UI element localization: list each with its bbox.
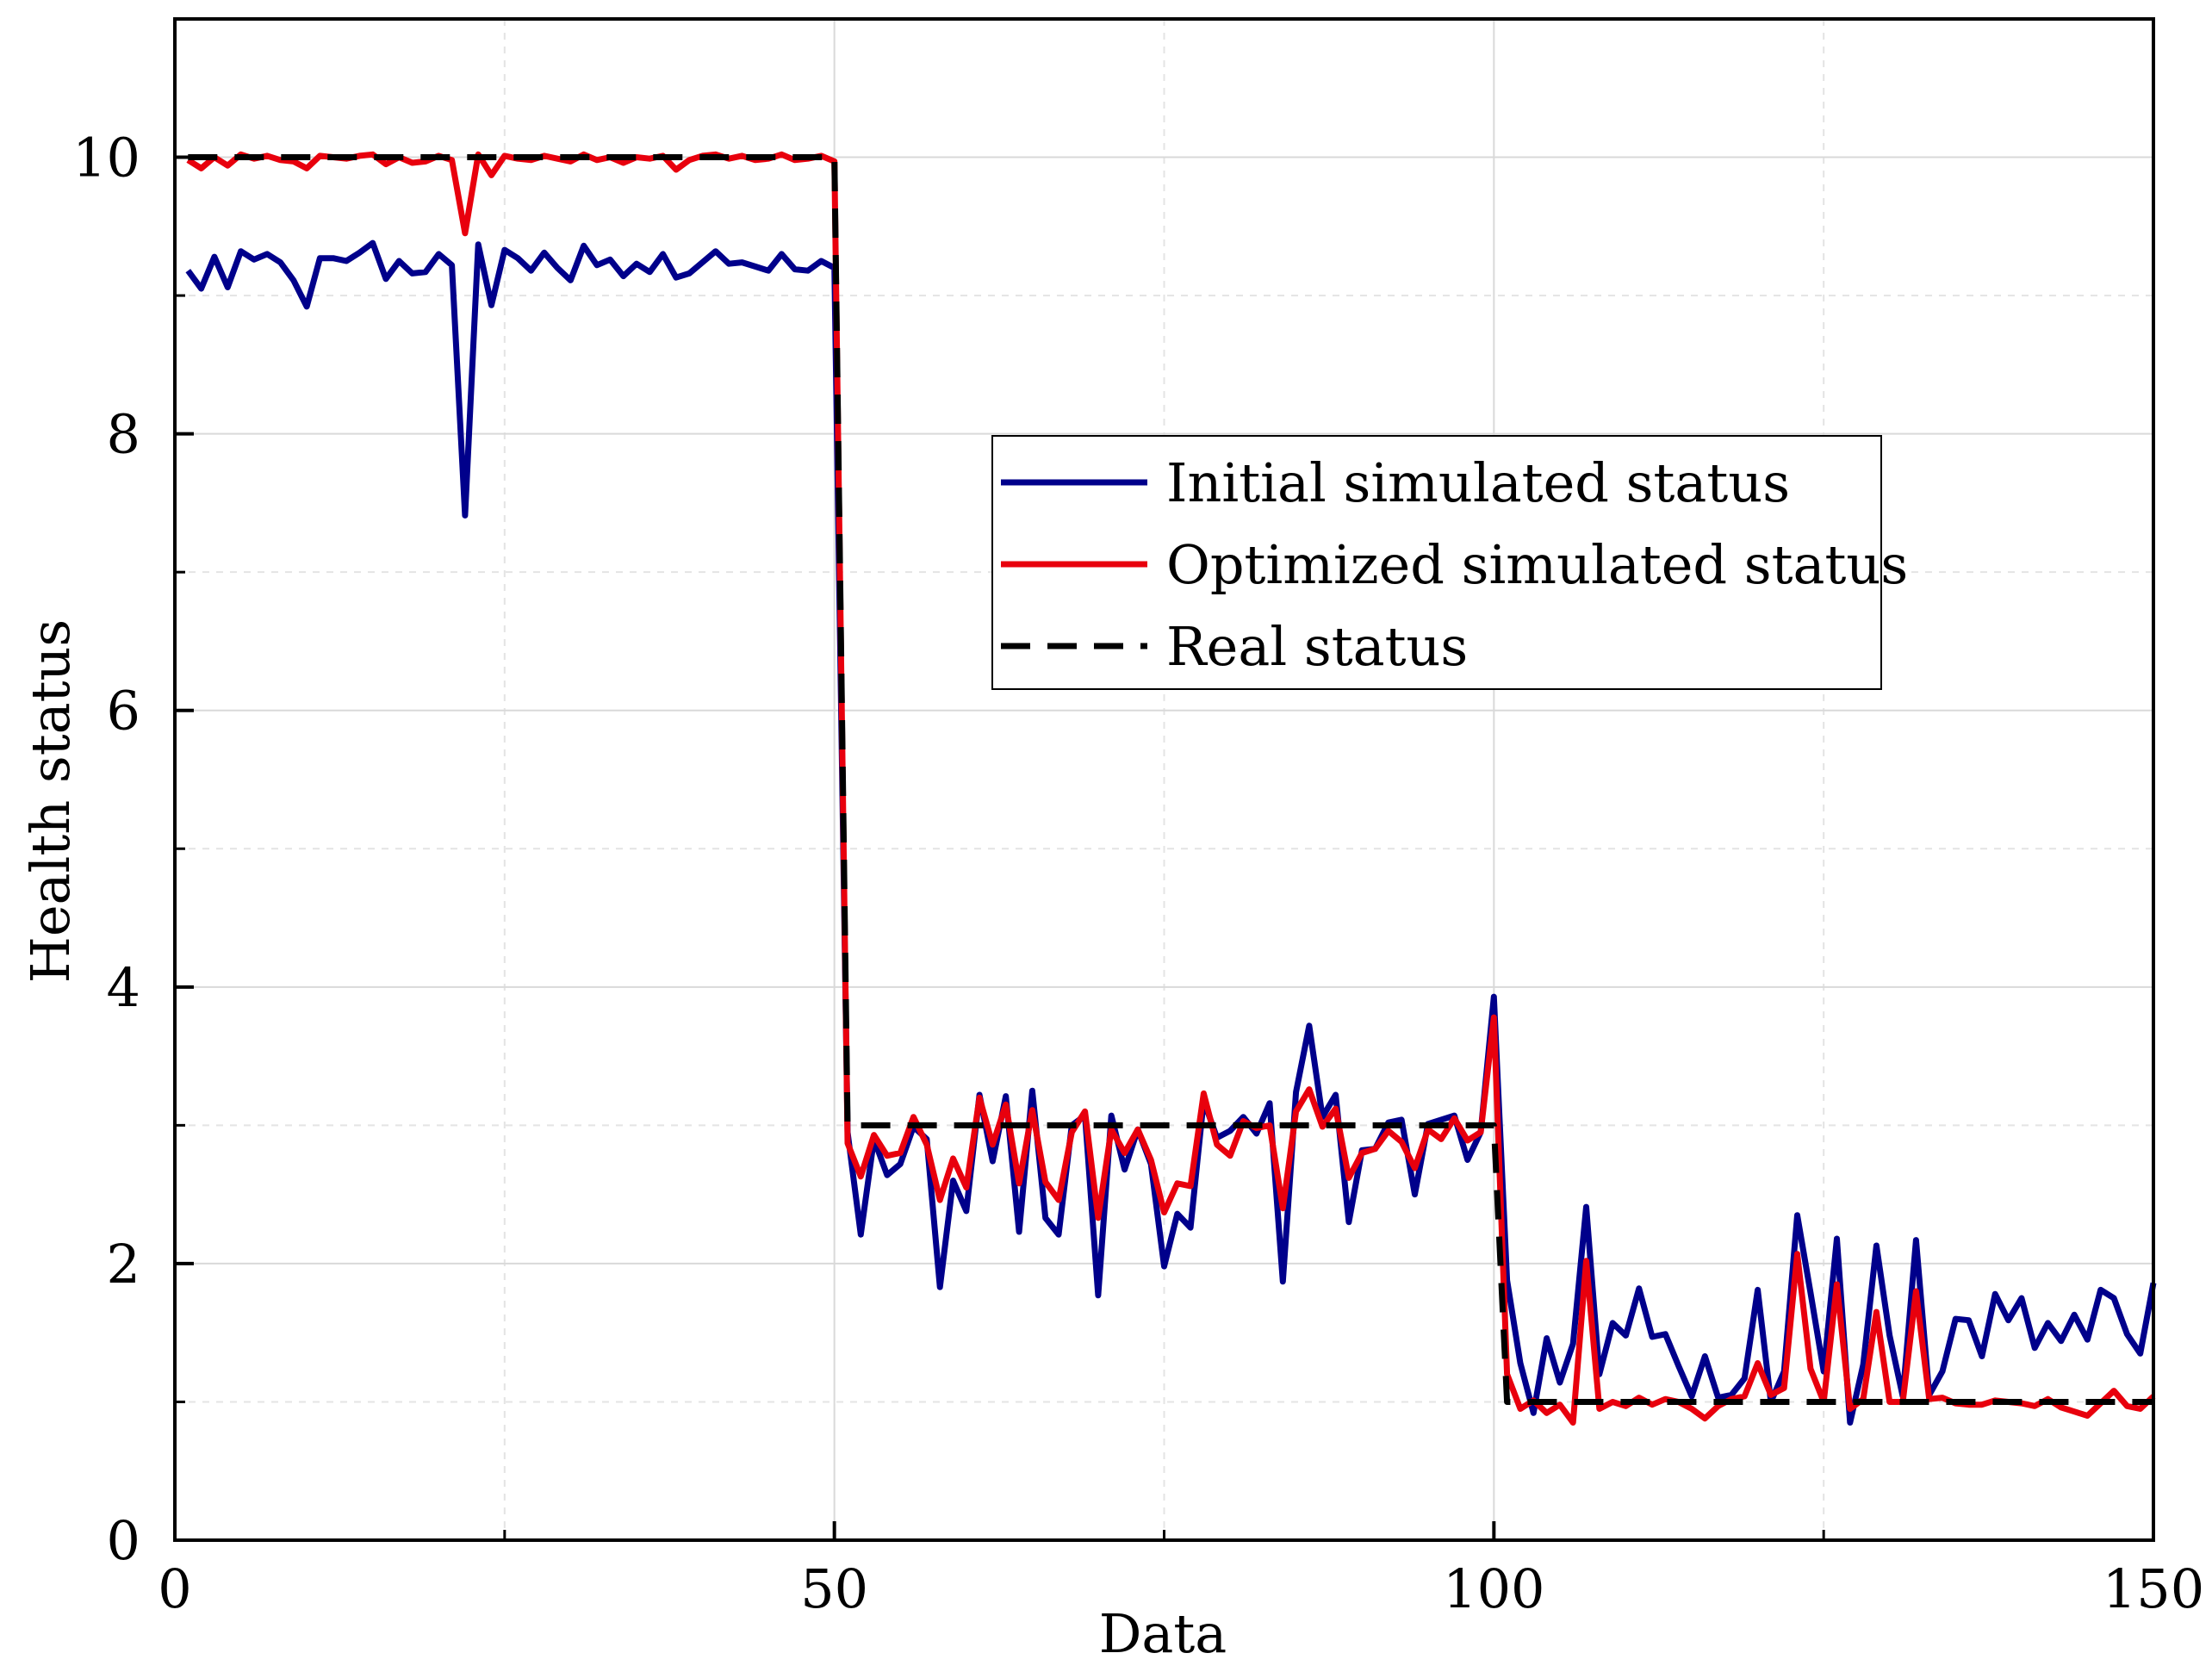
y-tick-label: 0 (107, 1509, 140, 1572)
series-line-real-status (188, 154, 2153, 1405)
x-axis-title: Data (1099, 1602, 1227, 1665)
legend-label-real: Real status (1166, 615, 1468, 678)
y-tick-label: 4 (107, 956, 140, 1019)
x-tick-label: 50 (800, 1557, 868, 1620)
series-lines (185, 151, 2157, 1426)
legend-label-optimized: Optimized simulated status (1166, 533, 1908, 596)
y-tick-label: 8 (107, 403, 140, 466)
y-tick-label: 2 (107, 1233, 140, 1296)
tick-labels: 0 50 100 150 0 2 4 6 8 10 (72, 127, 2204, 1620)
y-axis-title: Health status (19, 619, 82, 983)
legend-label-initial: Initial simulated status (1166, 451, 1790, 514)
y-tick-label: 6 (107, 680, 140, 743)
x-tick-label: 0 (158, 1557, 191, 1620)
axis-ticks (173, 155, 2155, 1542)
y-tick-label: 10 (72, 127, 140, 190)
series-line-initial-simulated-status (185, 239, 2157, 1426)
x-tick-label: 150 (2103, 1557, 2204, 1620)
x-tick-label: 100 (1443, 1557, 1544, 1620)
legend: Initial simulated status Optimized simul… (991, 435, 1908, 690)
